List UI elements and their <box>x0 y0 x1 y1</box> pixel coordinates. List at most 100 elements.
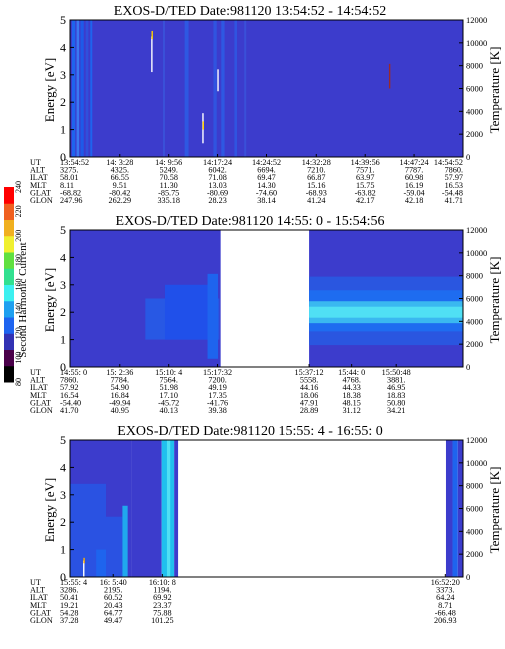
row-value: 11.30 <box>160 181 178 190</box>
y2-tick-label: 8000 <box>466 481 483 491</box>
y2-tick-label: 8000 <box>466 271 483 281</box>
row-value: 54.90 <box>111 383 129 392</box>
row-value: -80.42 <box>109 188 130 197</box>
panel-1: EXOS-D/TED Date:981120 13:54:52 - 14:54:… <box>30 4 502 205</box>
row-value: -74.60 <box>256 188 277 197</box>
row-value: 4768. <box>342 376 360 385</box>
row-value: 7200. <box>208 376 226 385</box>
colorbar-swatch <box>4 203 14 220</box>
spectrogram-band <box>122 505 128 577</box>
row-label-ilat: ILAT <box>30 173 48 182</box>
row-value: 15.16 <box>307 181 325 190</box>
y-tick-label: 5 <box>60 223 66 237</box>
row-value: 16:10: 8 <box>149 578 176 587</box>
row-value: 15.75 <box>356 181 374 190</box>
panel-1-background <box>70 20 463 157</box>
row-value: 47.91 <box>300 398 318 407</box>
row-value: 335.18 <box>157 196 180 205</box>
colorbar-ticks: 80 100 120 140 160 180 200 220 240 <box>14 181 23 386</box>
row-value: 57.97 <box>445 173 463 182</box>
row-value: 16: 5:40 <box>100 578 127 587</box>
y2-tick-label: 0 <box>466 572 470 582</box>
spectrogram-band <box>76 20 80 157</box>
row-value: 41.24 <box>307 196 325 205</box>
row-label-mlt: MLT <box>30 181 47 190</box>
row-value: -68.93 <box>306 188 327 197</box>
row-label-ut: UT <box>30 158 41 167</box>
spectrogram-band <box>445 440 453 577</box>
row-value: 7571. <box>356 166 374 175</box>
row-value: 38.14 <box>257 196 275 205</box>
row-value: 7860. <box>445 166 463 175</box>
panel-1-plot: 0 1 2 3 4 5 0 2000 4000 6000 8000 10000 12000 UT 13:54… <box>30 13 487 205</box>
y2-tick-label: 8000 <box>466 61 483 71</box>
row-value: 7860. <box>60 376 78 385</box>
spectrogram-band <box>166 440 171 577</box>
colorbar-tick-label: 240 <box>14 181 23 193</box>
row-value: 9.51 <box>113 181 127 190</box>
row-value: 41.70 <box>60 406 78 415</box>
panel-3-ylabel: Energy [eV] <box>42 478 57 542</box>
colorbar: 80 100 120 140 160 180 200 220 240 Second Harmon… <box>4 181 29 386</box>
spectrogram-band <box>234 20 238 157</box>
row-value: 49.47 <box>104 616 122 625</box>
row-value: 18.38 <box>342 391 360 400</box>
row-value: 23.37 <box>153 601 171 610</box>
spectrogram-band <box>452 440 458 577</box>
row-value: 15:55: 4 <box>60 578 87 587</box>
y-tick-label: 5 <box>60 433 66 447</box>
row-label-mlt: MLT <box>30 601 47 610</box>
row-value: -85.75 <box>158 188 179 197</box>
row-value: -54.40 <box>60 398 81 407</box>
row-value: 28.89 <box>300 406 318 415</box>
panel-2: EXOS-D/TED Date:981120 14:55: 0 - 15:54:… <box>30 214 502 415</box>
spectrogram-band <box>85 20 89 157</box>
y-tick-label: 2 <box>60 305 66 319</box>
y-tick-label: 1 <box>60 333 66 347</box>
panel-2-y2label: Temperature [K] <box>487 257 502 344</box>
row-value: 58.01 <box>60 173 78 182</box>
row-value: 3286. <box>60 586 78 595</box>
spectrogram-band <box>71 20 76 157</box>
row-value: 40.95 <box>111 406 129 415</box>
y2-tick-label: 0 <box>466 362 470 372</box>
spectrogram-band <box>174 440 179 577</box>
row-value: 37.28 <box>60 616 78 625</box>
row-value: 18.06 <box>300 391 318 400</box>
row-label-ilat: ILAT <box>30 593 48 602</box>
row-label-ilat: ILAT <box>30 383 48 392</box>
y-tick-label: 3 <box>60 68 66 82</box>
row-value: 70.58 <box>159 173 177 182</box>
row-value: 69.92 <box>153 593 171 602</box>
row-value: 13.03 <box>208 181 226 190</box>
row-value: 66.87 <box>307 173 325 182</box>
y2-tick-label: 4000 <box>466 316 483 326</box>
row-value: 64.24 <box>436 593 454 602</box>
row-value: 46.95 <box>387 383 405 392</box>
row-value: 262.29 <box>109 196 132 205</box>
y-tick-label: 5 <box>60 13 66 27</box>
panel-3-y2label: Temperature [K] <box>487 467 502 554</box>
y2-tick-label: 12000 <box>466 435 487 445</box>
row-value: 75.88 <box>153 608 171 617</box>
row-value: 18.83 <box>387 391 405 400</box>
row-value: 1194. <box>153 586 171 595</box>
row-value: 64.77 <box>104 608 122 617</box>
row-label-alt: ALT <box>30 376 45 385</box>
row-label-glon: GLON <box>30 196 53 205</box>
spectrogram-band <box>131 440 162 577</box>
row-value: 34.21 <box>387 406 405 415</box>
row-value: -68.82 <box>60 188 81 197</box>
panel-1-y2label: Temperature [K] <box>487 47 502 134</box>
spectrogram-band <box>96 549 107 577</box>
row-value: 3275. <box>60 166 78 175</box>
panel-2-plot: 0 1 2 3 4 5 0 2000 4000 6000 8000 10000 12000 UT 14:55… <box>30 223 487 415</box>
colorbar-tick-label: 140 <box>14 303 23 315</box>
y-tick-label: 0 <box>60 360 66 374</box>
colorbar-swatch <box>4 268 14 285</box>
y2-tick-label: 10000 <box>466 458 487 468</box>
row-value: 42.17 <box>356 196 374 205</box>
row-value: 16:52:20 <box>431 578 460 587</box>
panel-2-ylabel: Energy [eV] <box>42 268 57 332</box>
y2-tick-label: 10000 <box>466 248 487 258</box>
